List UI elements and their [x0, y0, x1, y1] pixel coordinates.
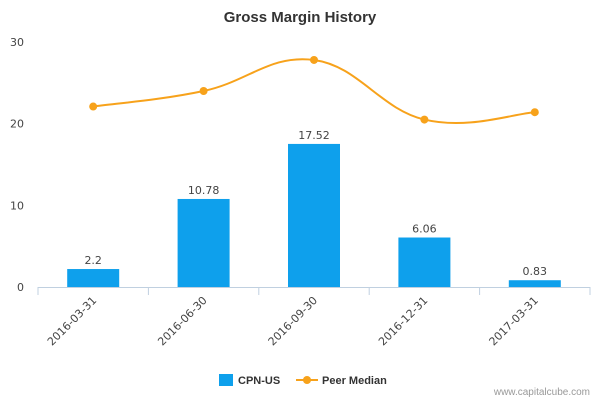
line-series-peer-median — [89, 55, 539, 125]
bar[interactable] — [398, 237, 451, 287]
bar-data-label: 2.2 — [84, 254, 102, 267]
y-tick-label: 0 — [17, 281, 24, 294]
legend-marker-peer-median — [303, 376, 311, 384]
bar[interactable] — [288, 143, 340, 287]
bar[interactable] — [67, 269, 120, 287]
bar[interactable] — [177, 198, 230, 287]
peer-median-line — [93, 58, 535, 125]
x-tick-label: 2016-03-31 — [45, 294, 99, 348]
bar-data-label: 0.83 — [523, 265, 548, 278]
y-tick-label: 20 — [10, 118, 24, 131]
credit-text: www.capitalcube.com — [493, 387, 590, 398]
x-tick-label: 2016-12-31 — [376, 294, 430, 348]
legend-label-peer-median[interactable]: Peer Median — [322, 375, 387, 387]
peer-median-point[interactable] — [420, 115, 429, 124]
bar-data-label: 17.52 — [298, 129, 330, 142]
x-tick-label: 2017-03-31 — [487, 294, 541, 348]
y-tick-label: 30 — [10, 36, 24, 49]
bar-data-labels: 2.2 10.78 17.52 6.06 0.83 — [84, 129, 547, 278]
legend: CPN-US Peer Median — [219, 374, 387, 387]
x-tick-label: 2016-06-30 — [155, 294, 209, 348]
legend-label-cpn-us[interactable]: CPN-US — [238, 375, 280, 387]
bar[interactable] — [508, 280, 561, 287]
peer-median-point[interactable] — [199, 87, 208, 95]
peer-median-point[interactable] — [310, 55, 318, 64]
y-tick-label: 10 — [10, 199, 24, 212]
x-tick-label: 2016-09-30 — [266, 294, 320, 348]
x-axis: 2016-03-31 2016-06-30 2016-09-30 2016-12-31… — [37, 287, 591, 348]
peer-median-point[interactable] — [89, 102, 98, 111]
y-axis: 0 10 20 30 — [10, 36, 24, 294]
chart-title: Gross Margin History — [224, 9, 377, 26]
bar-data-label: 10.78 — [188, 184, 220, 197]
bar-data-label: 6.06 — [412, 223, 437, 236]
legend-swatch-cpn-us — [219, 374, 233, 386]
peer-median-point[interactable] — [530, 108, 539, 117]
bar-series-cpn-us — [67, 143, 561, 287]
